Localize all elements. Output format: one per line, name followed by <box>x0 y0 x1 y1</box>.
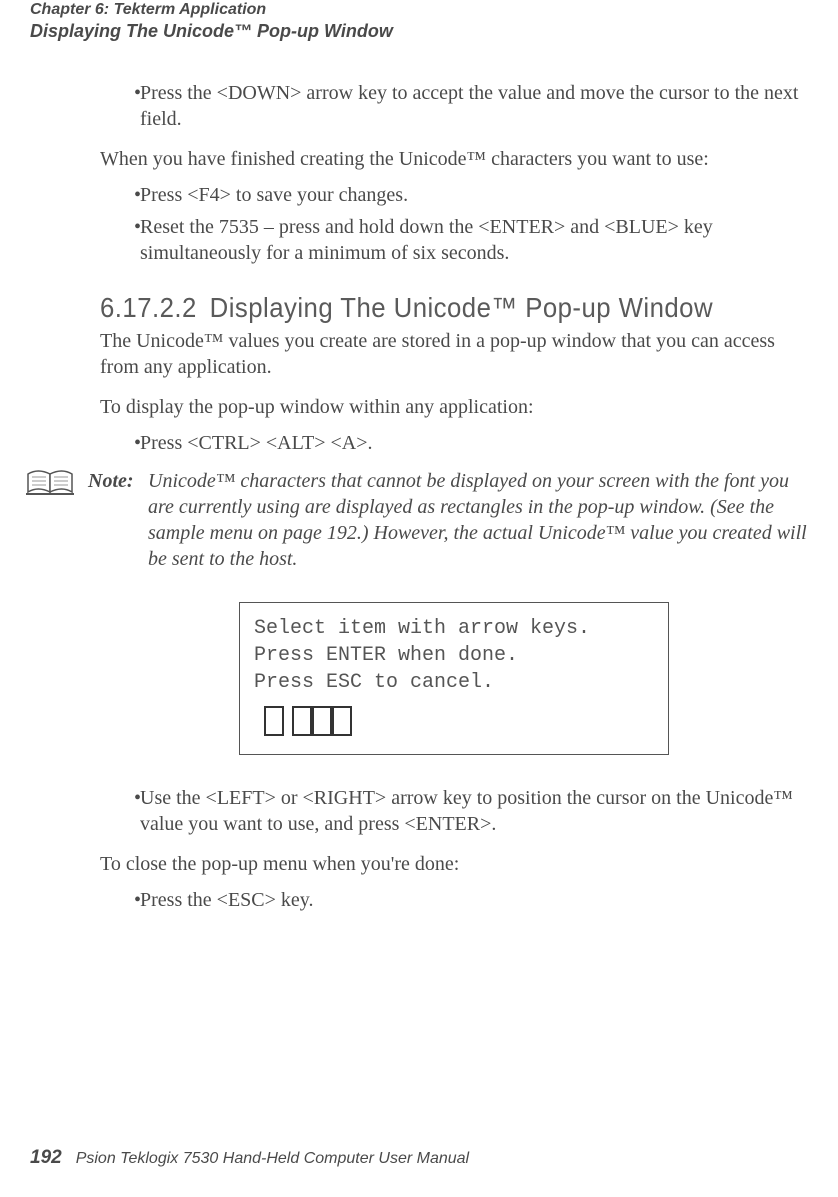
sample-line: Press ENTER when done. <box>254 642 654 669</box>
paragraph: To display the pop-up window within any … <box>100 394 808 420</box>
bullet-text: Use the <LEFT> or <RIGHT> arrow key to p… <box>140 785 808 837</box>
page-container: Chapter 6: Tekterm Application Displayin… <box>0 0 838 1197</box>
placeholder-glyph-icon <box>312 706 332 736</box>
sample-popup-box: Select item with arrow keys. Press ENTER… <box>239 602 669 755</box>
bullet-item: • Press <F4> to save your changes. <box>100 182 808 208</box>
sample-glyph-row <box>264 706 654 736</box>
placeholder-glyph-icon <box>292 706 312 736</box>
bullet-item: • Press the <ESC> key. <box>100 887 808 913</box>
bullet-dot: • <box>100 887 140 913</box>
bullet-text: Press the <ESC> key. <box>140 887 808 913</box>
section-number: 6.17.2.2 <box>100 292 197 323</box>
bullet-text: Press <F4> to save your changes. <box>140 182 808 208</box>
bullet-text: Press <CTRL> <ALT> <A>. <box>140 430 808 456</box>
section-title: Displaying The Unicode™ Pop-up Window <box>210 292 713 323</box>
sample-line: Press ESC to cancel. <box>254 669 654 696</box>
paragraph: To close the pop-up menu when you're don… <box>100 851 808 877</box>
paragraph: The Unicode™ values you create are store… <box>100 328 808 380</box>
bullet-item: • Press <CTRL> <ALT> <A>. <box>100 430 808 456</box>
title-line: Displaying The Unicode™ Pop-up Window <box>30 20 393 43</box>
paragraph: When you have finished creating the Unic… <box>100 146 808 172</box>
manual-title: Psion Teklogix 7530 Hand-Held Computer U… <box>76 1150 469 1167</box>
book-icon <box>24 468 80 498</box>
bullet-dot: • <box>100 80 140 132</box>
bullet-item: • Press the <DOWN> arrow key to accept t… <box>100 80 808 132</box>
note-label: Note: <box>88 468 148 494</box>
note-block: Note: Unicode™ characters that cannot be… <box>24 468 808 572</box>
placeholder-glyph-icon <box>264 706 284 736</box>
bullet-dot: • <box>100 214 140 266</box>
bullet-item: • Use the <LEFT> or <RIGHT> arrow key to… <box>100 785 808 837</box>
page-footer: 192 Psion Teklogix 7530 Hand-Held Compute… <box>30 1147 469 1169</box>
page-header: Chapter 6: Tekterm Application Displayin… <box>30 0 393 43</box>
placeholder-glyph-icon <box>332 706 352 736</box>
chapter-line: Chapter 6: Tekterm Application <box>30 0 393 20</box>
section-heading: 6.17.2.2 Displaying The Unicode™ Pop-up W… <box>100 290 751 326</box>
bullet-dot: • <box>100 785 140 837</box>
bullet-text: Press the <DOWN> arrow key to accept the… <box>140 80 808 132</box>
note-text: Unicode™ characters that cannot be displ… <box>148 468 808 572</box>
bullet-item: • Reset the 7535 – press and hold down t… <box>100 214 808 266</box>
bullet-text: Reset the 7535 – press and hold down the… <box>140 214 808 266</box>
body-content: • Press the <DOWN> arrow key to accept t… <box>100 80 808 919</box>
bullet-dot: • <box>100 182 140 208</box>
page-number: 192 <box>30 1147 62 1168</box>
bullet-dot: • <box>100 430 140 456</box>
sample-line: Select item with arrow keys. <box>254 615 654 642</box>
